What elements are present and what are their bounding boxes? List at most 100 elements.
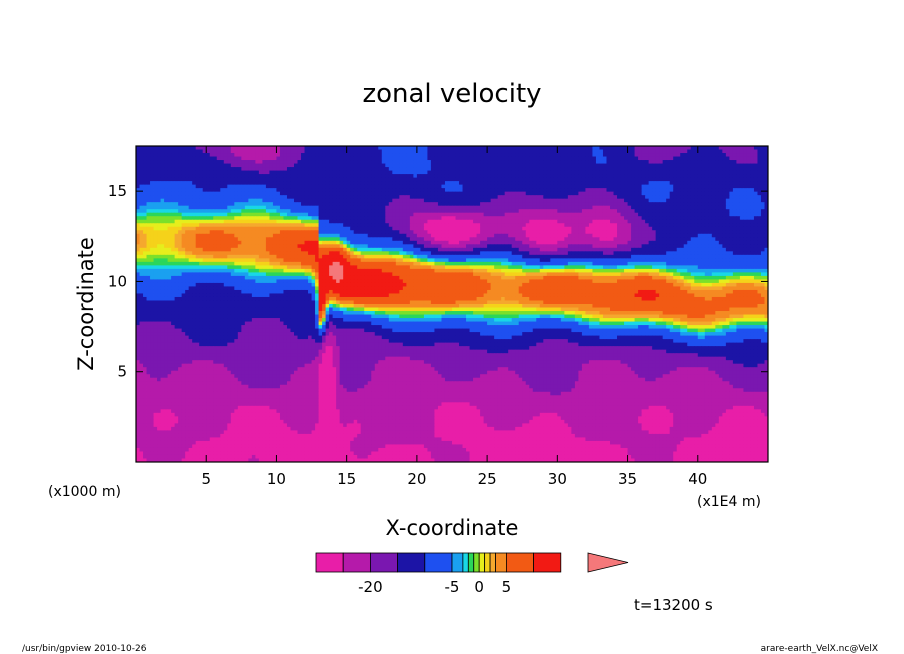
contour-cell [157,195,161,200]
contour-cell [638,226,642,231]
contour-cell [171,216,176,221]
contour-cell [652,184,657,189]
contour-cell [301,184,305,189]
contour-cell [574,174,579,178]
contour-cell [178,181,183,186]
contour-cell [139,219,144,224]
contour-cell [490,191,495,196]
contour-cell [669,184,674,189]
contour-cell [448,219,453,224]
contour-cell [315,209,319,214]
contour-cell [732,233,737,238]
contour-cell [508,226,513,231]
contour-cell [329,146,334,150]
contour-cell [764,167,769,171]
contour-cell [764,153,769,157]
contour-cell [441,233,446,238]
contour-cell [483,170,488,175]
contour-cell [462,181,467,186]
contour-cell [606,167,611,171]
contour-cell [290,216,295,221]
contour-cell [146,233,151,238]
contour-cell [206,209,211,214]
contour-cell [648,209,653,214]
contour-cell [234,216,239,221]
contour-cell [409,177,414,182]
contour-cell [269,153,274,157]
contour-cell [560,205,565,210]
contour-cell [610,156,614,161]
contour-cell [143,212,147,217]
contour-cell [157,163,161,168]
contour-cell [329,240,334,245]
contour-cell [595,184,600,189]
contour-cell [167,181,172,186]
contour-cell [564,191,569,196]
contour-cell [697,177,702,182]
contour-cell [718,156,723,161]
contour-cell [725,216,730,221]
contour-cell [374,146,379,150]
contour-cell [420,146,425,150]
contour-cell [631,156,635,161]
contour-cell [574,223,579,228]
contour-cell [697,146,702,150]
contour-cell [666,237,671,242]
contour-cell [444,240,449,245]
contour-cell [171,184,176,189]
contour-cell [620,181,625,186]
contour-cell [343,167,348,171]
contour-cell [715,198,720,203]
contour-cell [136,198,140,203]
contour-cell [634,205,639,210]
contour-cell [504,160,509,164]
contour-cell [592,184,597,189]
contour-cell [690,198,695,203]
contour-cell [690,223,695,228]
contour-cell [171,195,176,200]
contour-cell [188,188,193,193]
contour-cell [272,233,277,238]
contour-cell [659,149,664,154]
contour-cell [283,223,288,228]
contour-cell [420,198,425,203]
contour-cell [206,163,211,168]
contour-cell [659,195,664,200]
contour-cell [153,212,158,217]
contour-cell [490,198,495,203]
contour-cell [227,163,232,168]
contour-cell [304,230,309,235]
contour-cell [385,223,390,228]
contour-cell [272,146,277,150]
contour-cell [645,216,650,221]
contour-cell [722,209,727,214]
contour-cell [230,240,235,245]
contour-cell [315,198,319,203]
contour-cell [136,216,140,221]
contour-cell [599,226,604,231]
contour-cell [329,153,334,157]
contour-cell [627,226,632,231]
contour-cell [139,223,144,228]
contour-cell [294,181,298,186]
contour-cell [385,209,390,214]
contour-cell [588,177,593,182]
contour-cell [227,212,232,217]
contour-cell [708,163,713,168]
contour-cell [237,233,242,238]
contour-cell [178,240,183,245]
contour-cell [430,212,435,217]
contour-cell [385,205,390,210]
contour-cell [294,230,298,235]
contour-cell [732,219,737,224]
contour-cell [687,205,692,210]
contour-cell [153,160,158,164]
contour-cell [676,149,681,154]
contour-cell [160,230,165,235]
contour-cell [753,163,758,168]
contour-cell [339,184,344,189]
contour-cell [234,146,239,150]
contour-cell [297,167,302,171]
contour-cell [202,216,207,221]
contour-cell [578,240,583,245]
